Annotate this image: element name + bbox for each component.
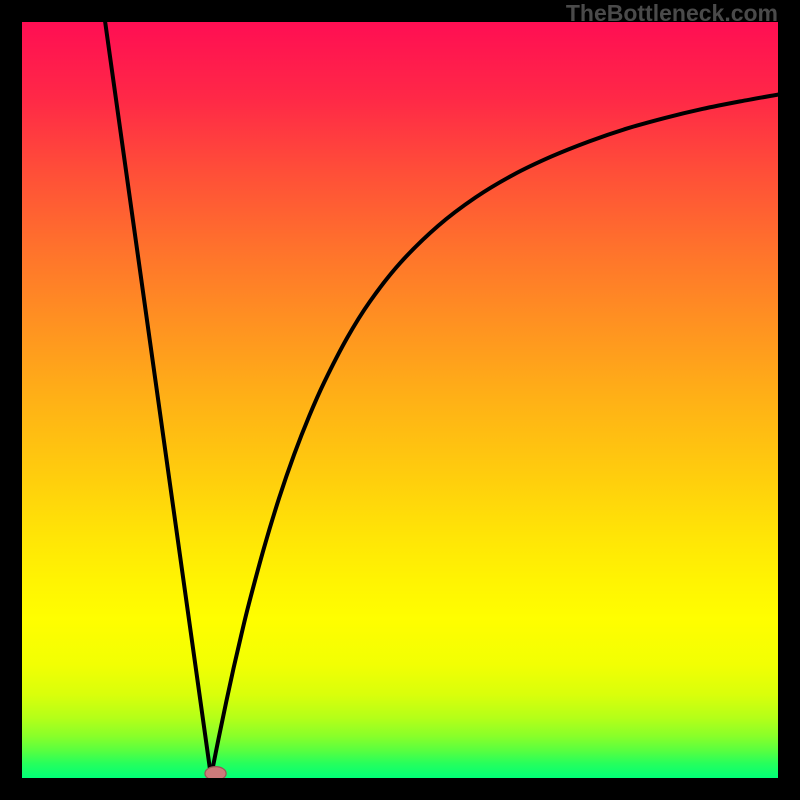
left-line (105, 22, 211, 776)
right-curve (211, 95, 778, 777)
chart-container: TheBottleneck.com (0, 0, 800, 800)
minimum-marker (205, 767, 226, 778)
curve-layer (22, 22, 778, 778)
watermark-text: TheBottleneck.com (566, 0, 778, 27)
plot-area (22, 22, 778, 778)
